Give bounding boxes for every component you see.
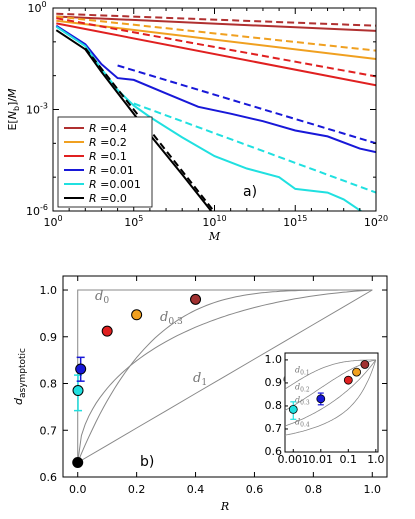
series-dashed-line [133, 102, 376, 194]
y-tick-label: 0.6 [40, 471, 58, 484]
series-dashed-line [117, 64, 376, 145]
panel-label: b) [140, 454, 154, 470]
series-line [55, 25, 363, 211]
inset: d0.1 d0.2 d0.3 d0.4 0.001 0.01 0.1 1.0 0.6 0.7 0.8… [265, 352, 385, 466]
legend-label: R =0.001 [89, 178, 141, 191]
inset-y-tick-label: 1.0 [265, 353, 283, 366]
legend-label: R =0.01 [89, 164, 134, 177]
curve-d1 [77, 289, 373, 463]
legend-label: R =0.1 [89, 150, 127, 163]
x-tick-label: 0.0 [69, 483, 87, 496]
inset-curve-label: d0.4 [295, 417, 310, 428]
data-point [190, 293, 202, 305]
data-point [101, 325, 113, 337]
data-point [75, 363, 87, 375]
series-dashed-line [56, 12, 376, 27]
panel-a: 100 105 1010 1015 1020 100 10-3 10-6 M E[Nb]/M R =… [6, 0, 388, 243]
inset-curve [284, 359, 376, 390]
x-tick-label: 0.4 [187, 483, 205, 496]
legend-box [57, 116, 153, 208]
data-point [72, 457, 84, 469]
x-tick-label: 0.6 [246, 483, 264, 496]
curve-label: d1 [193, 371, 207, 388]
inset-x-tick-label: 0.01 [309, 453, 334, 466]
x-axis-label: R [220, 500, 229, 513]
series-dashed-line [56, 15, 376, 52]
series-dashed-line [56, 17, 376, 78]
legend-label: R =0.0 [89, 192, 127, 205]
inset-curve [284, 359, 377, 436]
inset-y-tick-label: 0.9 [265, 376, 283, 389]
inset-point [288, 405, 298, 414]
inset-y-tick-label: 0.6 [265, 445, 283, 458]
panel-b: d0d0.3d1d∞0.00.20.40.60.81.00.60.70.80.9… [12, 275, 388, 513]
x-tick-label: 100 [43, 214, 62, 229]
x-tick-label: 0.8 [305, 483, 323, 496]
x-tick-label: 0.2 [128, 483, 146, 496]
y-tick-label: 0.7 [40, 424, 58, 437]
x-tick-label: 1010 [202, 214, 226, 229]
y-tick-label: 10-3 [26, 102, 48, 117]
panel-label: a) [243, 184, 257, 200]
legend-label: R =0.2 [89, 136, 127, 149]
inset-point [360, 360, 370, 369]
inset-x-tick-label: 0.001 [278, 453, 310, 466]
inset-curve-label: d0.1 [295, 366, 310, 377]
x-tick-label: 1015 [283, 214, 307, 229]
y-axis-label: dasymptotic [12, 348, 28, 405]
axes-frame [62, 275, 388, 478]
inset-y-tick-label: 0.8 [265, 399, 283, 412]
y-tick-label: 10-6 [26, 203, 48, 218]
series-line [55, 29, 213, 211]
y-tick-label: 1.0 [40, 284, 58, 297]
series-line [56, 22, 376, 87]
inset-y-tick-label: 0.7 [265, 422, 283, 435]
y-tick-label: 100 [27, 0, 46, 15]
curve-d0.3 [77, 289, 373, 463]
legend-label: R =0.4 [89, 122, 127, 135]
series-line [55, 24, 376, 154]
series-line [56, 15, 376, 32]
data-point [131, 309, 143, 321]
inset-x-tick-label: 0.1 [340, 453, 358, 466]
x-axis-label: M [208, 230, 221, 243]
x-tick-label: 105 [124, 214, 143, 229]
inset-point [352, 367, 361, 377]
series-dashed-line [84, 47, 215, 211]
y-tick-label: 0.9 [40, 331, 58, 344]
inset-x-tick-label: 1.0 [367, 453, 385, 466]
data-point [72, 385, 84, 397]
curve-label: d0 [95, 289, 109, 306]
x-tick-label: 1.0 [364, 483, 382, 496]
inset-curve-label: d0.3 [295, 396, 310, 407]
series-line [56, 19, 376, 60]
inset-curve-label: d0.2 [295, 382, 310, 393]
inset-point [316, 394, 326, 404]
inset-point [343, 375, 353, 385]
y-axis-label: E[Nb]/M [6, 88, 21, 131]
x-tick-label: 1020 [364, 214, 388, 229]
y-tick-label: 0.8 [40, 378, 58, 391]
plot-area [55, 12, 376, 211]
inset-curve [284, 359, 377, 427]
curve-dinf [77, 289, 373, 463]
curve-label: d0.3 [160, 310, 183, 327]
